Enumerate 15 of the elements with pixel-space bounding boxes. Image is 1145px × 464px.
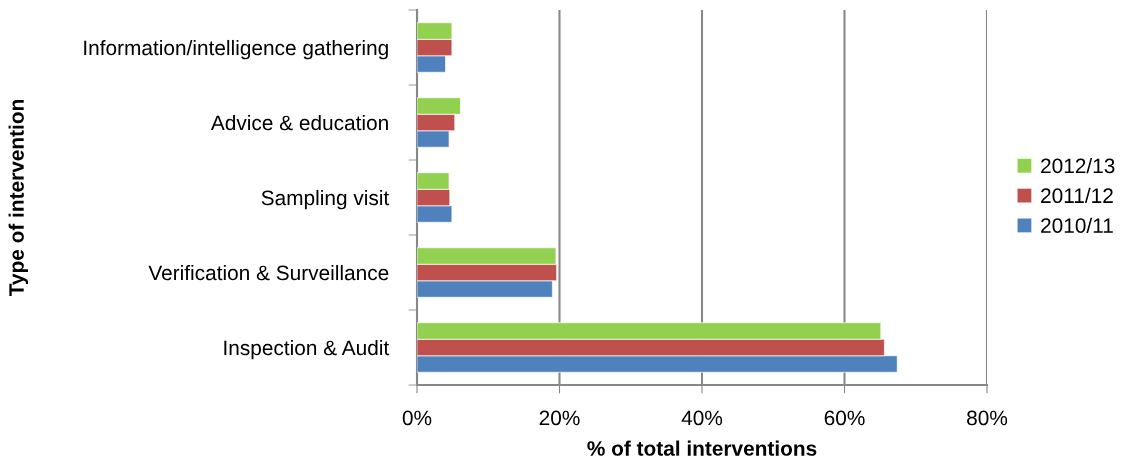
y-tick-label: Verification & Surveillance (148, 264, 389, 281)
x-tick-label: 0% (402, 410, 432, 426)
x-tick-label: 40% (681, 410, 723, 426)
x-axis-title: % of total interventions (587, 440, 817, 456)
y-axis-title: Type of intervention (8, 100, 28, 297)
x-tick-label: 20% (539, 410, 580, 426)
legend-label: 2012/13 (1041, 157, 1115, 174)
y-tick-label: Information/intelligence gathering (84, 39, 388, 60)
x-tick-label: 80% (967, 410, 1008, 426)
x-tick-label: 60% (824, 410, 865, 426)
y-tick-label: Inspection & Audit (224, 339, 390, 360)
legend-label: 2011/12 (1041, 187, 1113, 204)
legend-label: 2010/11 (1041, 217, 1113, 233)
y-tick-label: Sampling visit (261, 189, 390, 210)
y-tick-label: Advice & education (210, 114, 388, 131)
